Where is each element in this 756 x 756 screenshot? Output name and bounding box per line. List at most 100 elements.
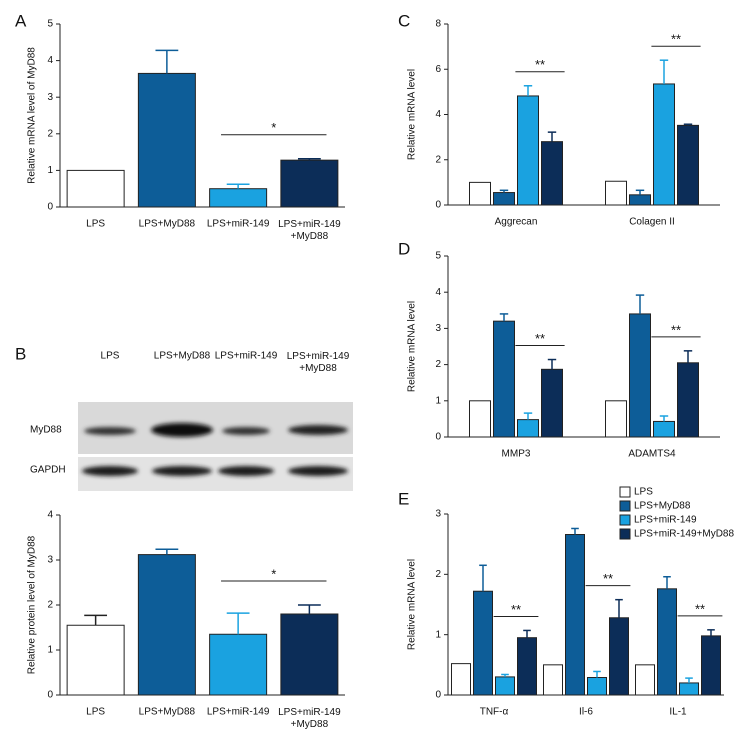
bar	[677, 362, 699, 438]
y-tick-label: 5	[47, 19, 53, 30]
bar	[635, 664, 655, 696]
legend-label: LPS+miR-149+MyD88	[634, 529, 734, 540]
x-tick-label: Il-6	[579, 707, 593, 718]
y-tick-label: 2	[435, 154, 441, 165]
legend-swatch	[619, 486, 631, 498]
y-axis-label: Relative mRNA level	[407, 69, 418, 160]
significance-label: **	[671, 322, 681, 337]
y-tick-label: 2	[47, 600, 53, 611]
y-axis-label: Relative mRNA level of MyD88	[27, 47, 38, 184]
bar	[653, 83, 675, 206]
bar	[587, 677, 607, 696]
bar	[469, 181, 491, 206]
y-tick-label: 2	[435, 569, 441, 580]
bar	[541, 141, 563, 206]
blot-header: LPS	[101, 351, 120, 362]
bar	[495, 676, 515, 696]
x-tick-label: LPS+miR-149 +MyD88	[278, 707, 341, 730]
y-axis-label: Relative protein level of MyD88	[27, 535, 38, 674]
legend-swatch	[619, 528, 631, 540]
legend-label: LPS+MyD88	[634, 501, 691, 512]
bar	[609, 617, 629, 696]
x-tick-label: LPS+MyD88	[139, 707, 196, 718]
bar	[541, 368, 563, 438]
x-tick-label: LPS+miR-149 +MyD88	[278, 219, 341, 242]
legend-swatch	[619, 514, 631, 526]
significance-label: **	[535, 331, 545, 346]
bar	[605, 400, 627, 438]
y-tick-label: 0	[47, 202, 53, 213]
significance-label: **	[511, 602, 521, 617]
bar	[657, 588, 677, 696]
x-tick-label: TNF-α	[480, 707, 509, 718]
bar	[469, 400, 491, 438]
significance-label: **	[671, 32, 681, 47]
x-tick-label: LPS+miR-149	[207, 219, 270, 230]
bar	[565, 534, 585, 696]
x-tick-label: LPS+MyD88	[139, 219, 196, 230]
y-tick-label: 0	[47, 690, 53, 701]
legend-label: LPS	[634, 487, 653, 498]
y-axis-label: Relative mRNA level	[407, 301, 418, 392]
y-tick-label: 1	[47, 165, 53, 176]
y-tick-label: 1	[435, 395, 441, 406]
y-tick-label: 4	[435, 109, 441, 120]
blot-header: LPS+MyD88	[154, 351, 211, 362]
y-tick-label: 1	[435, 629, 441, 640]
blot-bands	[82, 423, 348, 476]
blot-row-label: MyD88	[30, 425, 62, 436]
y-tick-label: 0	[435, 690, 441, 701]
blot-header: LPS+miR-149	[215, 351, 278, 362]
bar	[629, 194, 651, 206]
bar	[543, 664, 563, 696]
bar	[701, 635, 721, 696]
bar	[517, 419, 539, 438]
bar	[66, 169, 125, 208]
bar	[280, 159, 339, 208]
y-tick-label: 4	[47, 55, 53, 66]
significance-label: *	[271, 120, 276, 135]
panel-label: C	[398, 11, 410, 30]
y-tick-label: 5	[435, 251, 441, 262]
bar	[653, 420, 675, 438]
y-tick-label: 6	[435, 64, 441, 75]
panel-label: B	[15, 344, 26, 363]
bar	[517, 637, 537, 696]
bar	[209, 188, 268, 208]
legend-label: LPS+miR-149	[634, 515, 697, 526]
panel-label: A	[15, 11, 27, 30]
significance-label: **	[695, 601, 705, 616]
bar	[473, 590, 493, 696]
bar	[137, 72, 196, 208]
y-tick-label: 3	[435, 509, 441, 520]
y-tick-label: 2	[47, 128, 53, 139]
y-tick-label: 0	[435, 200, 441, 211]
x-tick-label: IL-1	[669, 707, 687, 718]
bar	[209, 633, 268, 696]
y-axis-label: Relative mRNA level	[407, 559, 418, 650]
bar	[280, 613, 339, 696]
y-tick-label: 4	[435, 287, 441, 298]
y-tick-label: 3	[47, 92, 53, 103]
bar	[451, 663, 471, 696]
y-tick-label: 3	[435, 323, 441, 334]
bar	[629, 313, 651, 438]
blot-row-label: GAPDH	[30, 465, 66, 476]
bar	[517, 95, 539, 206]
significance-label: **	[603, 571, 613, 586]
legend-swatch	[619, 500, 631, 512]
x-tick-label: LPS	[86, 219, 105, 230]
x-tick-label: Aggrecan	[495, 217, 538, 228]
bar	[493, 192, 515, 206]
bar	[137, 554, 196, 696]
y-tick-label: 1	[47, 645, 53, 656]
panel-label: D	[398, 239, 410, 258]
x-tick-label: LPS	[86, 707, 105, 718]
bar	[493, 320, 515, 438]
x-tick-label: ADAMTS4	[628, 449, 676, 460]
bar	[677, 124, 699, 206]
y-tick-label: 4	[47, 510, 53, 521]
bar	[679, 682, 699, 696]
x-tick-label: LPS+miR-149	[207, 707, 270, 718]
